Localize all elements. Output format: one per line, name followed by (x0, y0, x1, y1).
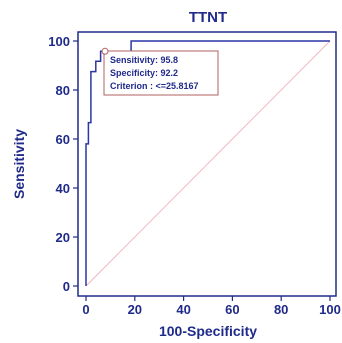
annotation-criterion: Criterion : <=25.8167 (110, 81, 199, 91)
point-layer (101, 47, 109, 55)
y-tick-label: 60 (56, 132, 70, 147)
y-tick-label: 20 (56, 230, 70, 245)
ticks-layer: 0 20 40 60 80 100 0 20 40 60 80 100 (48, 34, 341, 317)
annotation-specificity: Specificity: 92.2 (110, 68, 178, 78)
x-tick-label: 40 (176, 302, 190, 317)
y-tick-label: 40 (56, 181, 70, 196)
y-axis-label: Sensitivity (11, 129, 27, 199)
diagonal-layer (85, 40, 331, 287)
x-tick-label: 0 (82, 302, 89, 317)
criterion-annotation: Sensitivity: 95.8 Specificity: 92.2 Crit… (103, 50, 219, 96)
criterion-point-marker (101, 47, 109, 55)
diagonal-reference-line (85, 40, 331, 287)
chart-title: TTNT (189, 9, 227, 26)
y-tick-label: 100 (48, 34, 70, 49)
y-tick-label: 0 (63, 279, 70, 294)
y-tick-label: 80 (56, 83, 70, 98)
x-tick-label: 100 (319, 302, 341, 317)
x-axis-label: 100-Specificity (159, 323, 257, 339)
x-tick-label: 60 (225, 302, 239, 317)
x-tick-label: 20 (128, 302, 142, 317)
annotation-sensitivity: Sensitivity: 95.8 (110, 55, 178, 65)
plot-area (77, 31, 337, 297)
annotation-box (103, 50, 219, 96)
x-tick-label: 80 (274, 302, 288, 317)
